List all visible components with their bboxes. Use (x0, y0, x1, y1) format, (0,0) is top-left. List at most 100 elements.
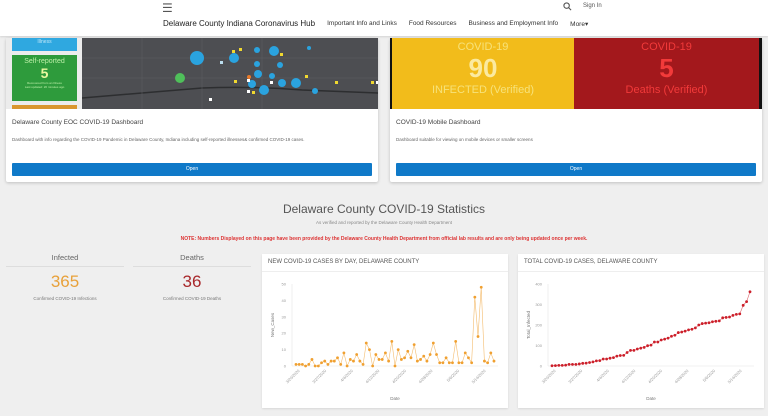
data-point[interactable] (622, 353, 626, 357)
sign-in-link[interactable]: Sign In (583, 3, 602, 9)
nav-important-info[interactable]: Important Info and Links (327, 20, 397, 27)
data-point[interactable] (492, 359, 496, 363)
data-point[interactable] (649, 343, 653, 347)
data-point[interactable] (294, 362, 298, 366)
data-point[interactable] (419, 358, 422, 361)
data-point[interactable] (615, 354, 619, 358)
data-point[interactable] (384, 351, 387, 355)
search-icon[interactable] (563, 2, 572, 11)
data-point[interactable] (731, 313, 735, 317)
data-point[interactable] (728, 315, 731, 319)
data-point[interactable] (364, 341, 368, 345)
hamburger-menu-icon[interactable]: ☰ (162, 1, 173, 15)
data-point[interactable] (425, 359, 429, 363)
data-point[interactable] (581, 361, 585, 365)
data-point[interactable] (656, 340, 660, 344)
data-point[interactable] (721, 316, 725, 320)
data-point[interactable] (666, 336, 670, 340)
data-point[interactable] (473, 295, 477, 299)
data-point[interactable] (632, 349, 636, 352)
data-point[interactable] (358, 359, 362, 363)
data-point[interactable] (393, 364, 397, 368)
data-point[interactable] (297, 362, 301, 366)
data-point[interactable] (598, 359, 602, 363)
data-point[interactable] (642, 345, 646, 349)
data-point[interactable] (625, 351, 629, 354)
data-point[interactable] (300, 362, 304, 366)
data-point[interactable] (409, 356, 413, 360)
data-point[interactable] (415, 359, 419, 363)
data-point[interactable] (618, 354, 622, 357)
eoc-dashboard-thumbnail[interactable]: Illness Self-reported 5 Recovered from a… (6, 38, 378, 109)
data-point[interactable] (680, 330, 684, 334)
data-point[interactable] (463, 351, 467, 355)
data-point[interactable] (444, 356, 448, 360)
data-point[interactable] (594, 359, 598, 363)
data-point[interactable] (690, 327, 694, 331)
data-point[interactable] (304, 364, 307, 368)
data-point[interactable] (707, 321, 711, 325)
data-point[interactable] (577, 362, 581, 366)
open-mobile-dashboard-button[interactable]: Open (396, 163, 756, 176)
data-point[interactable] (734, 312, 738, 316)
data-point[interactable] (697, 323, 701, 327)
data-point[interactable] (339, 362, 343, 366)
total-cases-line-chart[interactable]: 0 100 200 300 400 Total_Infected 3/20/2020 3/27… (518, 272, 764, 408)
data-point[interactable] (387, 359, 391, 363)
data-point[interactable] (605, 357, 609, 361)
data-point[interactable] (564, 363, 568, 367)
data-point[interactable] (399, 358, 403, 361)
data-point[interactable] (560, 363, 564, 367)
data-point[interactable] (550, 364, 554, 368)
data-point[interactable] (323, 359, 327, 363)
data-point[interactable] (693, 326, 697, 330)
data-point[interactable] (683, 329, 687, 333)
data-point[interactable] (711, 320, 714, 324)
data-point[interactable] (431, 341, 435, 345)
data-point[interactable] (588, 361, 591, 364)
data-point[interactable] (479, 285, 483, 289)
data-point[interactable] (486, 361, 490, 365)
data-point[interactable] (352, 359, 355, 363)
data-point[interactable] (342, 351, 346, 355)
data-point[interactable] (704, 321, 708, 325)
data-point[interactable] (700, 322, 704, 325)
data-point[interactable] (361, 362, 365, 366)
data-point[interactable] (653, 340, 656, 344)
data-point[interactable] (428, 353, 432, 356)
new-cases-line-chart[interactable]: 0 10 20 30 40 50 New_Cases 3/20/2020 3/27/2020 4/… (262, 272, 508, 408)
data-point[interactable] (714, 319, 718, 323)
data-point[interactable] (748, 290, 752, 294)
data-point[interactable] (646, 344, 649, 348)
data-point[interactable] (584, 361, 588, 365)
data-point[interactable] (724, 316, 728, 319)
data-point[interactable] (310, 358, 314, 361)
data-point[interactable] (591, 360, 595, 364)
data-point[interactable] (663, 337, 667, 341)
data-point[interactable] (601, 357, 605, 361)
nav-food-resources[interactable]: Food Resources (408, 20, 457, 27)
data-point[interactable] (377, 358, 381, 361)
data-point[interactable] (374, 353, 378, 356)
open-eoc-dashboard-button[interactable]: Open (12, 163, 372, 176)
data-point[interactable] (460, 361, 464, 365)
data-point[interactable] (406, 349, 410, 353)
data-point[interactable] (659, 338, 663, 342)
data-point[interactable] (371, 364, 375, 368)
data-point[interactable] (489, 351, 493, 355)
data-point[interactable] (368, 348, 371, 351)
data-point[interactable] (403, 356, 406, 360)
data-point[interactable] (332, 359, 336, 363)
data-point[interactable] (390, 340, 394, 343)
data-point[interactable] (741, 303, 745, 307)
data-point[interactable] (687, 328, 690, 332)
data-point[interactable] (629, 349, 632, 352)
data-point[interactable] (422, 354, 426, 358)
data-point[interactable] (717, 319, 721, 323)
data-point[interactable] (326, 362, 330, 366)
data-point[interactable] (451, 361, 454, 365)
data-point[interactable] (441, 361, 445, 365)
data-point[interactable] (738, 312, 742, 316)
nav-more-dropdown[interactable]: More▾ (570, 20, 589, 28)
data-point[interactable] (612, 356, 615, 359)
